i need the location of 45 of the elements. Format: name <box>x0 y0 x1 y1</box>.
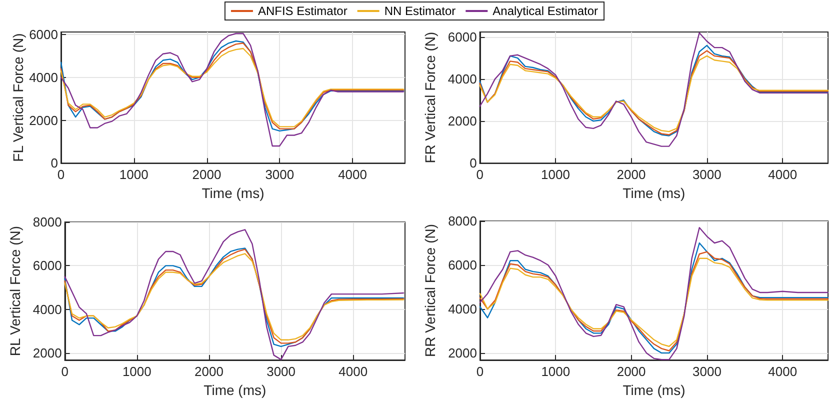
legend-label: Analytical Estimator <box>492 4 598 18</box>
x-tick-label: 3000 <box>692 364 722 379</box>
y-axis-title: FL Vertical Force (N) <box>10 33 26 162</box>
y-tick-label: 2000 <box>29 112 58 128</box>
x-axis-title: Time (ms) <box>202 185 264 201</box>
x-tick-label: 1000 <box>541 364 570 379</box>
line-series <box>479 32 829 147</box>
y-axis-title: FR Vertical Force (N) <box>422 32 438 164</box>
x-tick-label: 2000 <box>194 364 224 379</box>
y-tick-label: 0 <box>50 156 58 171</box>
y-tick-label: 4000 <box>448 72 477 87</box>
x-axis-title: Time (ms) <box>622 382 686 398</box>
x-tick-label: 4000 <box>768 167 798 182</box>
y-tick-label: 6000 <box>448 257 477 272</box>
y-tick-label: 4000 <box>29 70 58 85</box>
y-tick-label: 6000 <box>29 27 58 42</box>
y-tick-label: 8000 <box>32 214 62 230</box>
y-tick-label: 2000 <box>448 345 477 360</box>
y-tick-label: 4000 <box>32 302 62 317</box>
x-tick-label: 3000 <box>265 167 294 182</box>
y-tick-label: 6000 <box>448 30 477 45</box>
y-tick-label: 8000 <box>448 214 477 228</box>
line-series <box>60 32 404 147</box>
y-tick-label: 4000 <box>448 301 477 316</box>
x-axis-title: Time (ms) <box>204 382 266 398</box>
x-tick-label: 4000 <box>768 364 798 379</box>
x-tick-label: 4000 <box>338 364 368 379</box>
x-axis-title: Time (ms) <box>622 185 686 201</box>
y-tick-label: 0 <box>470 156 477 171</box>
x-tick-label: 2000 <box>616 364 646 379</box>
y-tick-label: 2000 <box>448 114 477 129</box>
y-tick-label: 6000 <box>32 258 62 274</box>
x-tick-label: 3000 <box>266 364 296 379</box>
x-tick-label: 1000 <box>541 167 570 182</box>
x-tick-label: 2000 <box>616 167 646 182</box>
legend-label: ANFIS Estimator <box>258 4 348 18</box>
x-tick-label: 3000 <box>692 167 722 182</box>
y-axis-title: RR Vertical Force (N) <box>422 224 438 358</box>
x-tick-label: 4000 <box>338 167 367 182</box>
y-tick-label: 2000 <box>32 346 62 361</box>
x-tick-label: 1000 <box>122 364 152 379</box>
legend-label: NN Estimator <box>384 4 456 18</box>
x-tick-label: 1000 <box>119 167 148 182</box>
x-tick-label: 2000 <box>192 167 222 182</box>
y-axis-title: RL Vertical Force (N) <box>7 226 23 356</box>
